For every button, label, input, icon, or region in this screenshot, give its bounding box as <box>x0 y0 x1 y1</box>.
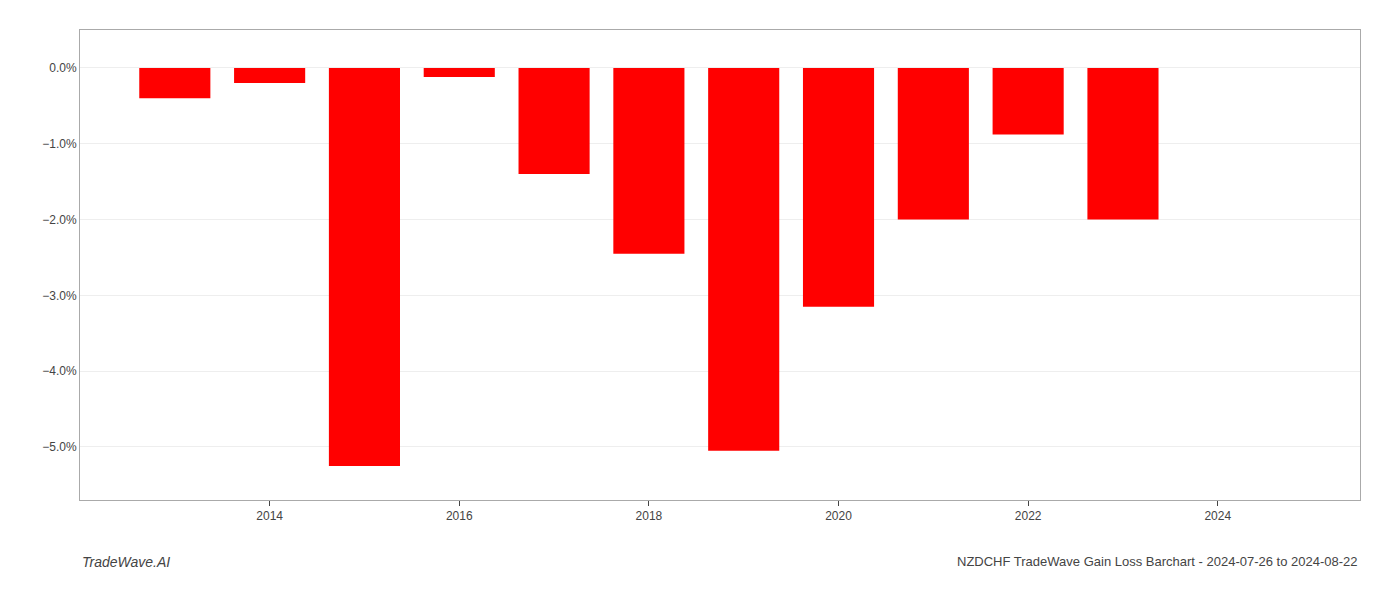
svg-text:−4.0%: −4.0% <box>42 364 77 378</box>
svg-text:2020: 2020 <box>825 509 852 523</box>
svg-text:NZDCHF TradeWave Gain Loss Bar: NZDCHF TradeWave Gain Loss Barchart - 20… <box>957 554 1358 569</box>
svg-text:−1.0%: −1.0% <box>42 137 77 151</box>
svg-text:−5.0%: −5.0% <box>42 440 77 454</box>
svg-text:−2.0%: −2.0% <box>42 213 77 227</box>
svg-text:2024: 2024 <box>1204 509 1231 523</box>
svg-text:2014: 2014 <box>256 509 283 523</box>
svg-text:TradeWave.AI: TradeWave.AI <box>82 554 170 570</box>
svg-text:2022: 2022 <box>1015 509 1042 523</box>
svg-text:−3.0%: −3.0% <box>42 289 77 303</box>
svg-text:2016: 2016 <box>446 509 473 523</box>
svg-text:2018: 2018 <box>636 509 663 523</box>
svg-text:0.0%: 0.0% <box>49 61 77 75</box>
